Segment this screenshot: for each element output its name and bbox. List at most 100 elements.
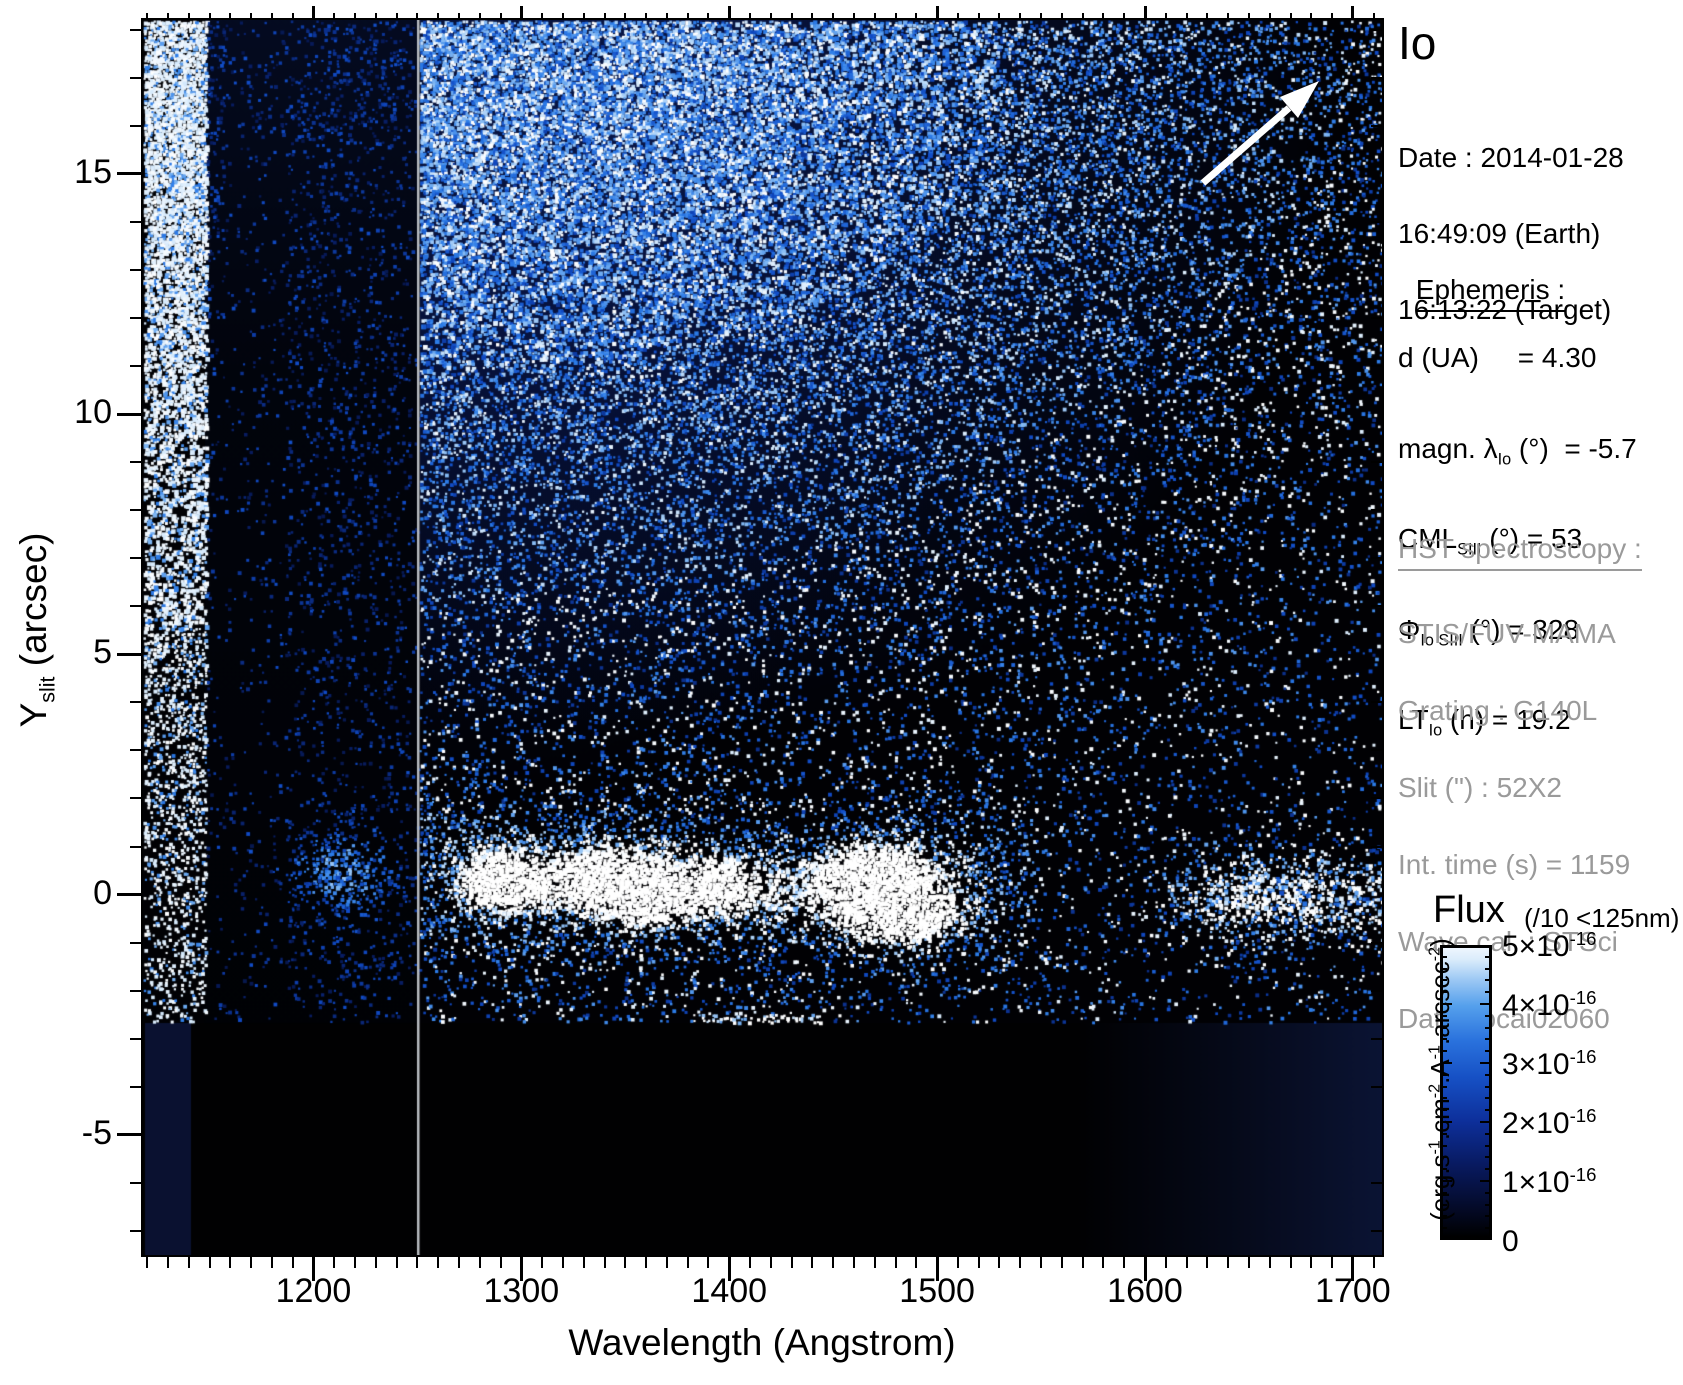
colorbar-tick <box>1480 1062 1489 1064</box>
x-minor-tick-top <box>333 13 336 20</box>
y-minor-tick-right <box>1371 557 1382 560</box>
x-minor-tick-top <box>1331 13 1334 20</box>
x-minor-tick-top <box>811 13 814 20</box>
x-minor-tick-top <box>1310 13 1313 20</box>
colorbar-tick <box>1485 1132 1489 1135</box>
x-minor-tick <box>250 1255 253 1268</box>
y-minor-tick <box>130 461 143 464</box>
x-minor-tick-top <box>499 13 502 20</box>
x-minor-tick-top <box>956 13 959 20</box>
x-minor-tick-top <box>437 13 440 20</box>
x-minor-tick-top <box>769 13 772 20</box>
colorbar-tick <box>1443 1073 1447 1076</box>
y-minor-tick-right <box>1371 749 1382 752</box>
x-minor-tick-top <box>291 13 294 20</box>
x-minor-tick-top <box>395 13 398 20</box>
x-minor-tick <box>998 1255 1001 1268</box>
x-minor-tick-top <box>1102 13 1105 20</box>
x-minor-tick-top <box>250 13 253 20</box>
x-minor-tick-top <box>915 13 918 20</box>
colorbar-label: 1×10-16 <box>1502 1164 1597 1199</box>
x-minor-tick-top <box>1185 13 1188 20</box>
x-minor-tick-top <box>1206 13 1209 20</box>
colorbar-tick <box>1443 1191 1447 1194</box>
x-major-tick <box>935 1255 939 1281</box>
y-major-tick <box>117 652 143 656</box>
y-minor-tick-right <box>1371 1181 1382 1184</box>
ephemeris-heading: Ephemeris : <box>1398 256 1566 330</box>
x-minor-tick <box>478 1255 481 1268</box>
ephemeris-rows: d (UA) = 4.30 magn. λIo (°) = -5.7 CMLSI… <box>1398 300 1637 789</box>
y-minor-tick-right <box>1371 76 1382 79</box>
y-minor-tick <box>130 124 143 127</box>
y-minor-tick-right <box>1371 605 1382 608</box>
colorbar-tick <box>1480 1180 1489 1182</box>
x-minor-tick <box>645 1255 648 1268</box>
x-minor-tick-top <box>832 13 835 20</box>
x-minor-tick-top <box>541 13 544 20</box>
colorbar-tick <box>1443 955 1447 958</box>
x-tick-label: 1700 <box>1315 1272 1391 1310</box>
x-minor-tick <box>1289 1255 1292 1268</box>
x-minor-tick-top <box>1247 13 1250 20</box>
colorbar-tick <box>1443 1050 1447 1053</box>
y-minor-tick <box>130 76 143 79</box>
x-major-tick-top <box>727 6 731 20</box>
x-minor-tick-top <box>1040 13 1043 20</box>
y-minor-tick-right <box>1371 509 1382 512</box>
x-minor-tick <box>1331 1255 1334 1268</box>
colorbar-tick <box>1485 991 1489 994</box>
y-minor-tick <box>130 316 143 319</box>
y-major-tick <box>117 893 143 897</box>
x-minor-tick-top <box>146 13 149 20</box>
x-minor-tick <box>374 1255 377 1268</box>
colorbar-label: 4×10-16 <box>1502 987 1597 1022</box>
colorbar-tick <box>1485 1156 1489 1159</box>
x-major-tick-top <box>935 6 939 20</box>
date-line: Date : 2014-01-28 <box>1398 142 1624 173</box>
x-minor-tick <box>1372 1255 1375 1268</box>
colorbar-tick <box>1485 1109 1489 1112</box>
colorbar-tick <box>1480 1003 1489 1005</box>
colorbar-tick <box>1485 979 1489 982</box>
x-minor-tick-top <box>374 13 377 20</box>
y-minor-tick <box>130 989 143 992</box>
earth-time-line: 16:49:09 (Earth) <box>1398 218 1601 249</box>
x-minor-tick <box>1247 1255 1250 1268</box>
colorbar-tick <box>1485 1168 1489 1171</box>
x-minor-tick <box>416 1255 419 1268</box>
x-minor-tick <box>229 1255 232 1268</box>
x-minor-tick-top <box>645 13 648 20</box>
colorbar-label: 5×10-16 <box>1502 928 1597 963</box>
colorbar-tick <box>1485 1014 1489 1017</box>
colorbar-unit-label: (erg.s-1.cm-2.A-1.arcsec-2) <box>1425 938 1455 1221</box>
y-minor-tick <box>130 749 143 752</box>
x-minor-tick-top <box>1164 13 1167 20</box>
x-minor-tick-top <box>707 13 710 20</box>
x-minor-tick <box>977 1255 980 1268</box>
x-minor-tick-top <box>749 13 752 20</box>
x-minor-tick-top <box>686 13 689 20</box>
ephemeris-row: magn. λIo (°) = -5.7 <box>1398 432 1637 469</box>
colorbar-tick <box>1443 1180 1452 1182</box>
ephemeris-row: LTIo (h) = 19.2 <box>1398 704 1571 740</box>
colorbar-label: 0 <box>1502 1225 1519 1258</box>
x-minor-tick <box>208 1255 211 1268</box>
x-tick-label: 1600 <box>1107 1272 1183 1310</box>
colorbar-tick <box>1443 1109 1447 1112</box>
colorbar-tick <box>1443 967 1447 970</box>
y-minor-tick-right <box>1371 364 1382 367</box>
x-minor-tick <box>187 1255 190 1268</box>
colorbar-tick <box>1443 991 1447 994</box>
x-minor-tick <box>624 1255 627 1268</box>
y-minor-tick-right <box>1371 1085 1382 1088</box>
x-minor-tick <box>457 1255 460 1268</box>
y-tick-label: -5 <box>81 1113 112 1152</box>
colorbar-tick <box>1485 1097 1489 1100</box>
colorbar-tick <box>1443 1168 1447 1171</box>
y-minor-tick <box>130 1085 143 1088</box>
hst-rows: STIS/FUV-MAMA Grating : G140L Slit (") :… <box>1398 577 1630 1075</box>
x-minor-tick-top <box>187 13 190 20</box>
y-minor-tick <box>130 509 143 512</box>
y-minor-tick <box>130 941 143 944</box>
